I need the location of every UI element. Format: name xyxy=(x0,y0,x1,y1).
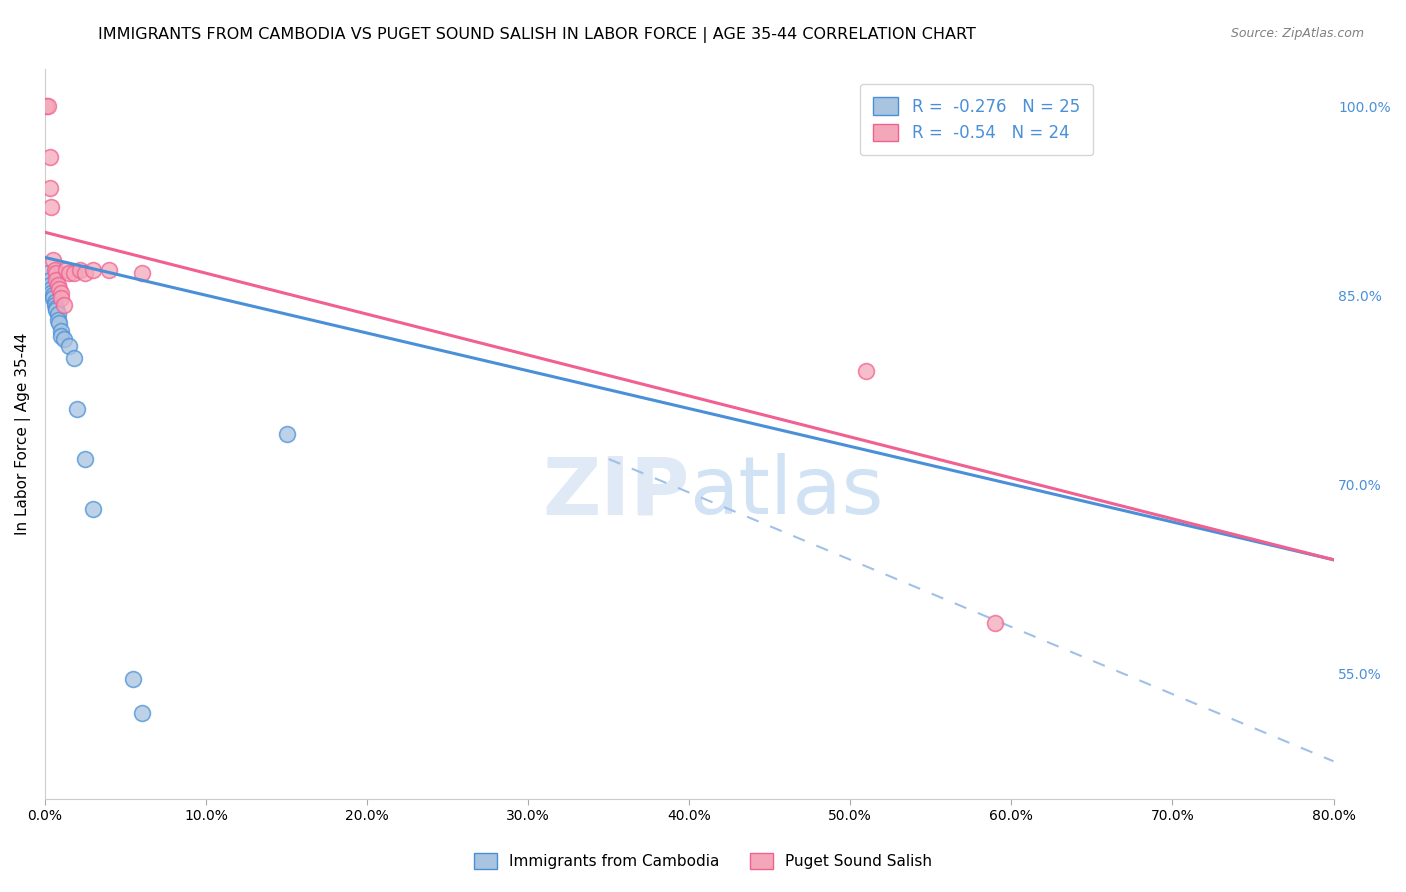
Point xyxy=(49,324,72,338)
Point xyxy=(44,298,66,312)
Legend: R =  -0.276   N = 25, R =  -0.54   N = 24: R = -0.276 N = 25, R = -0.54 N = 24 xyxy=(860,84,1094,155)
Point xyxy=(63,266,86,280)
Point xyxy=(82,502,104,516)
Point xyxy=(38,278,60,293)
Point xyxy=(131,706,153,721)
Point xyxy=(38,273,60,287)
Point xyxy=(49,328,72,343)
Point xyxy=(46,313,69,327)
Point xyxy=(45,266,67,280)
Point xyxy=(276,426,298,441)
Point xyxy=(75,452,97,467)
Point xyxy=(53,298,76,312)
Point xyxy=(42,288,65,302)
Point xyxy=(45,273,67,287)
Text: ZIP: ZIP xyxy=(541,453,689,532)
Text: atlas: atlas xyxy=(689,453,883,532)
Point xyxy=(45,301,67,315)
Point xyxy=(35,99,58,113)
Point xyxy=(42,291,65,305)
Point xyxy=(45,303,67,318)
Point xyxy=(37,266,59,280)
Point xyxy=(46,307,69,321)
Point xyxy=(48,282,70,296)
Text: IMMIGRANTS FROM CAMBODIA VS PUGET SOUND SALISH IN LABOR FORCE | AGE 35-44 CORREL: IMMIGRANTS FROM CAMBODIA VS PUGET SOUND … xyxy=(98,27,976,43)
Point xyxy=(66,401,89,416)
Text: Source: ZipAtlas.com: Source: ZipAtlas.com xyxy=(1230,27,1364,40)
Point xyxy=(37,99,59,113)
Point xyxy=(855,364,877,378)
Point xyxy=(48,316,70,330)
Point xyxy=(82,263,104,277)
Point xyxy=(38,150,60,164)
Point xyxy=(122,673,145,687)
Point xyxy=(58,266,80,280)
Point xyxy=(44,263,66,277)
Point xyxy=(49,291,72,305)
Y-axis label: In Labor Force | Age 35-44: In Labor Force | Age 35-44 xyxy=(15,333,31,535)
Point xyxy=(984,615,1007,630)
Point xyxy=(55,263,77,277)
Point xyxy=(46,278,69,293)
Point xyxy=(38,181,60,195)
Point xyxy=(42,252,65,267)
Point xyxy=(63,351,86,366)
Point xyxy=(58,338,80,352)
Point xyxy=(41,282,63,296)
Point xyxy=(49,285,72,300)
Point xyxy=(44,294,66,309)
Point xyxy=(41,285,63,300)
Point xyxy=(41,200,63,214)
Point xyxy=(131,266,153,280)
Point xyxy=(75,266,97,280)
Point xyxy=(69,263,91,277)
Point xyxy=(98,263,121,277)
Legend: Immigrants from Cambodia, Puget Sound Salish: Immigrants from Cambodia, Puget Sound Sa… xyxy=(468,847,938,875)
Point xyxy=(53,332,76,346)
